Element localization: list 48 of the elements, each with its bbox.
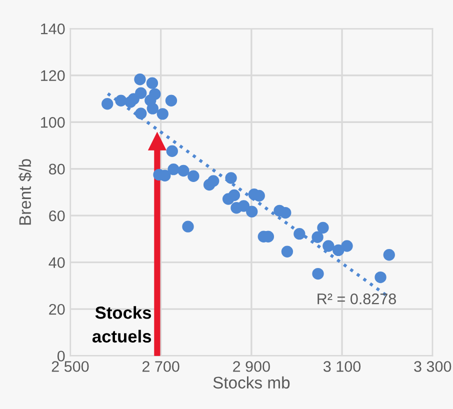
point — [374, 271, 386, 284]
point — [383, 249, 395, 261]
point — [341, 240, 353, 252]
point — [166, 145, 178, 157]
point — [238, 200, 250, 212]
point — [332, 244, 344, 256]
point — [178, 164, 190, 177]
point — [246, 206, 258, 218]
annotation: Stocks actuels — [92, 306, 152, 343]
point — [165, 94, 178, 106]
x-tick-label: 2 500 — [52, 361, 89, 372]
point — [280, 206, 292, 219]
point — [115, 94, 127, 106]
point — [208, 175, 220, 187]
y-tick-label: 100 — [41, 116, 65, 128]
y-tick-label: 80 — [49, 164, 65, 175]
x-tick-label: 2 900 — [233, 361, 270, 372]
point — [182, 220, 194, 232]
x-tick-label: 2 700 — [142, 361, 180, 372]
point — [168, 163, 180, 176]
point — [128, 93, 140, 105]
y-tick-label: 20 — [49, 304, 65, 315]
point — [134, 74, 146, 86]
point — [312, 268, 324, 280]
y-axis-title: Brent $/b — [18, 159, 32, 225]
x-axis-title: Stocks mb — [213, 376, 290, 389]
point — [225, 172, 237, 184]
point — [102, 98, 114, 110]
y-tick-label: 40 — [48, 257, 65, 268]
y-tick-label: 120 — [41, 70, 65, 82]
point — [156, 108, 168, 120]
point — [135, 87, 147, 99]
point — [281, 246, 294, 258]
point — [294, 228, 306, 240]
y-tick-label: 140 — [41, 24, 65, 34]
point — [146, 77, 158, 89]
point — [146, 102, 159, 114]
point — [188, 170, 200, 182]
point — [322, 240, 334, 252]
y-tick-label: 0 — [57, 350, 65, 362]
point — [312, 231, 324, 243]
x-tick-label: 3 100 — [323, 361, 361, 372]
x-tick-label: 3 300 — [414, 361, 452, 372]
annotation: R² = 0.8278 — [318, 293, 396, 304]
point — [317, 222, 329, 234]
y-tick-label: 60 — [49, 210, 65, 222]
point — [228, 189, 240, 202]
point — [135, 108, 147, 120]
